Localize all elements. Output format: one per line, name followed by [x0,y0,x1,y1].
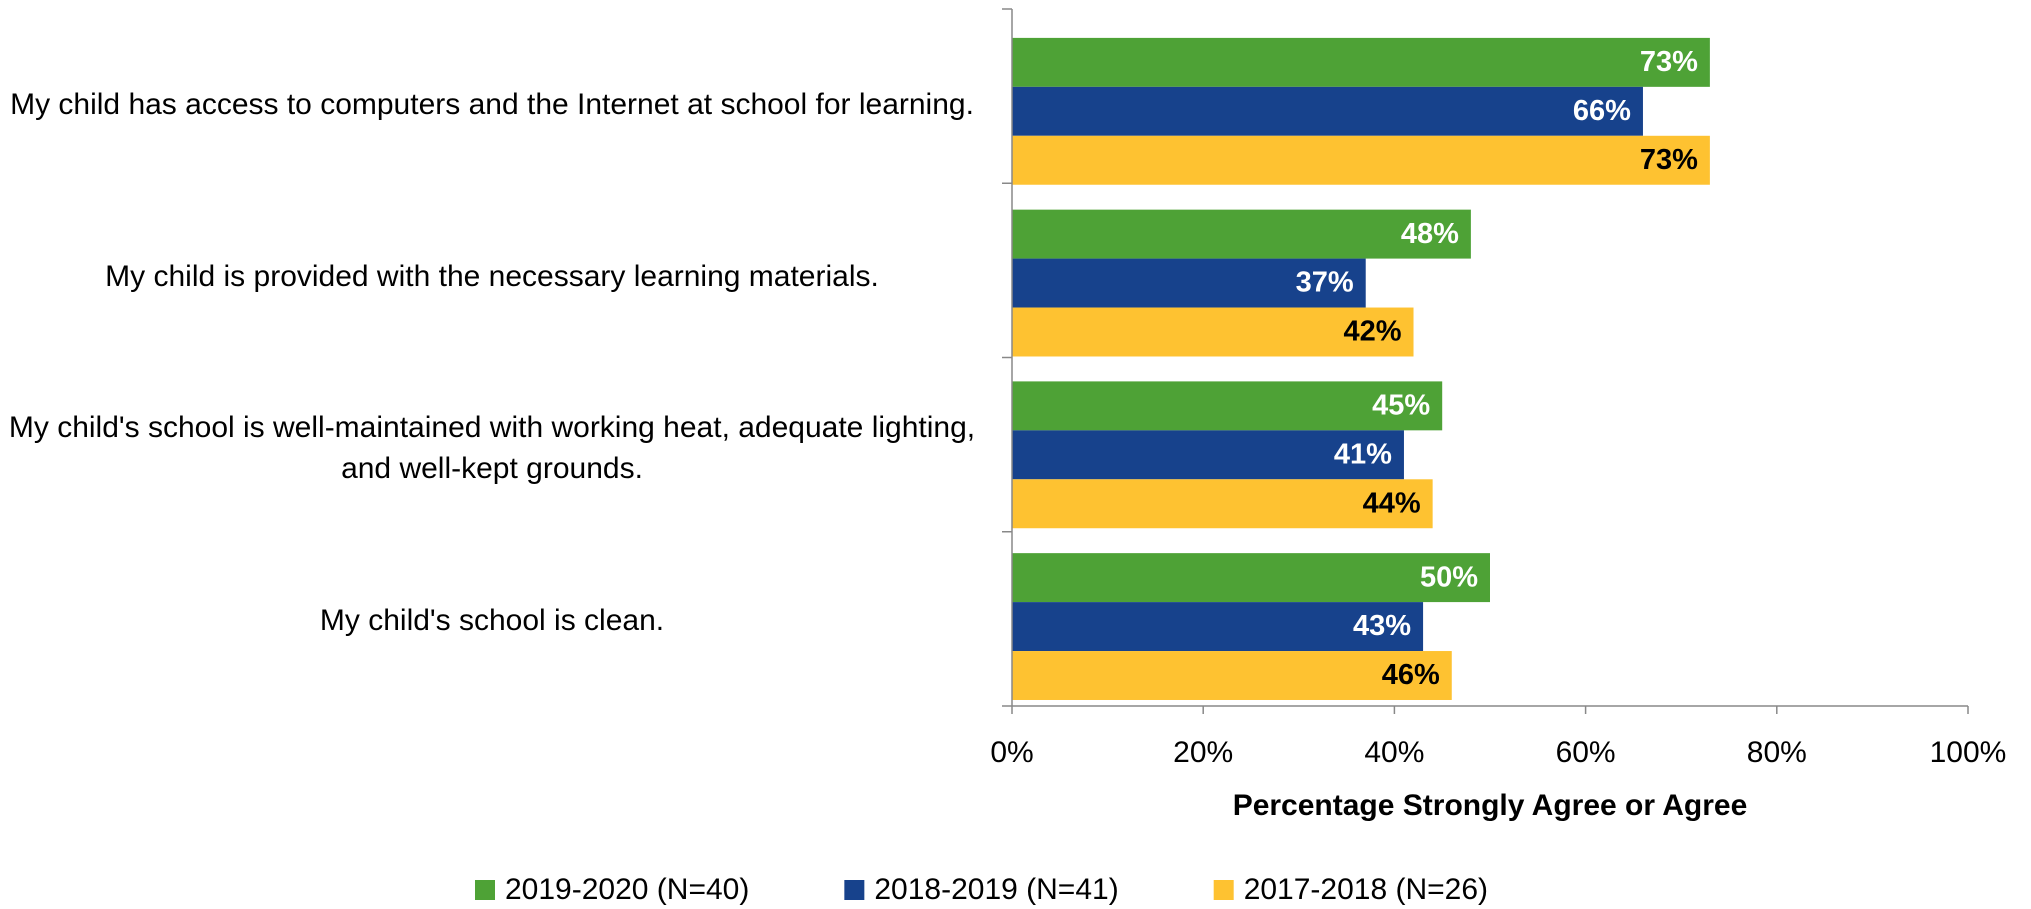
bar [1012,602,1424,652]
bar [1012,86,1643,136]
data-label: 73% [1640,144,1698,176]
data-label: 43% [1353,610,1411,642]
legend-label: 2018-2019 (N=41) [874,873,1118,906]
data-label: 37% [1296,267,1354,299]
x-tick-label: 20% [1173,736,1233,769]
category-label: My child has access to computers and the… [10,88,974,122]
x-tick-label: 100% [1930,736,2007,769]
data-label: 44% [1363,487,1421,519]
data-label: 41% [1334,438,1392,470]
x-tick-label: 40% [1364,736,1424,769]
x-tick-label: 80% [1747,736,1807,769]
legend-label: 2019-2020 (N=40) [505,873,749,906]
data-label: 73% [1640,46,1698,78]
bar [1012,258,1366,308]
x-axis-title: Percentage Strongly Agree or Agree [1233,789,1748,822]
x-tick-label: 0% [990,736,1033,769]
x-tick-label: 60% [1556,736,1616,769]
legend-swatch [1213,880,1234,900]
data-label: 45% [1372,390,1430,422]
bar [1012,307,1414,357]
bar [1012,381,1443,431]
data-label: 48% [1401,218,1459,250]
bar [1012,37,1710,87]
bar [1012,135,1710,185]
category-label: My child's school is clean. [319,603,665,637]
bar [1012,553,1490,603]
data-label: 42% [1343,316,1401,348]
data-label: 66% [1573,95,1631,127]
category-label: My child is provided with the necessary … [105,260,879,294]
bar [1012,479,1433,529]
category-label: My child's school is well-maintained wit… [8,411,976,486]
legend-swatch [475,880,495,900]
legend-label: 2017-2018 (N=26) [1244,873,1488,906]
legend-swatch [844,880,865,900]
bar [1012,651,1452,700]
bar [1012,209,1471,259]
bar [1012,430,1404,480]
data-label: 46% [1382,659,1440,691]
data-label: 50% [1420,561,1478,593]
